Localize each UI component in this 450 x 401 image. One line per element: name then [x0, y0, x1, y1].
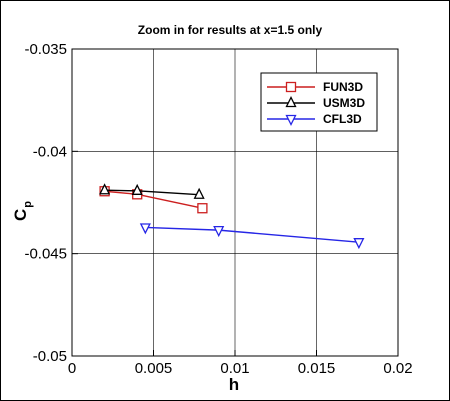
legend: FUN3D USM3D CFL3D	[260, 72, 378, 132]
y-tick-label: -0.04	[33, 143, 67, 160]
y-tick-label: -0.045	[24, 246, 67, 263]
x-tick-label: 0.005	[135, 360, 173, 377]
data-point-usm3d	[131, 183, 143, 195]
legend-box	[260, 72, 378, 132]
x-tick-label: 0.02	[383, 360, 412, 377]
y-axis-title-subscript: p	[22, 201, 34, 208]
axis-ticks: 0 0.005 0.01 0.015 0.02 -0.035 -0.04 -0.045 -0.0…	[24, 41, 412, 377]
chart-title: Zoom in for results at x=1.5 only	[138, 23, 323, 37]
x-tick-label: 0.015	[298, 360, 336, 377]
y-axis-title-group: Cp	[11, 201, 34, 221]
data-point-cfl3d	[213, 225, 225, 238]
y-tick-label: -0.035	[24, 41, 67, 58]
data-point-cfl3d	[353, 238, 365, 250]
y-axis-title: Cp	[11, 201, 34, 221]
series-line-cfl3d	[145, 226, 359, 243]
data-point-usm3d	[193, 187, 205, 199]
legend-label-usm3d: USM3D	[323, 96, 365, 110]
legend-label-fun3d: FUN3D	[323, 80, 363, 94]
data-point-usm3d	[99, 183, 111, 195]
data-point-cfl3d	[139, 223, 151, 235]
legend-entry-fun3d: FUN3D	[267, 80, 363, 94]
legend-marker-cfl3d	[285, 114, 297, 126]
series-usm3d	[99, 183, 205, 199]
y-axis-title-main: C	[11, 209, 30, 221]
x-axis-title: h	[229, 375, 239, 394]
legend-entry-usm3d: USM3D	[267, 96, 365, 110]
x-tick-label: 0	[68, 360, 76, 377]
legend-marker-usm3d	[285, 96, 297, 108]
x-tick-label: 0.01	[220, 360, 249, 377]
data-point-fun3d	[197, 203, 208, 214]
series-cfl3d	[139, 223, 365, 250]
legend-label-cfl3d: CFL3D	[323, 112, 362, 126]
legend-entry-cfl3d: CFL3D	[267, 112, 362, 126]
y-tick-label: -0.05	[33, 348, 67, 365]
legend-marker-fun3d	[285, 81, 297, 93]
series-group	[99, 183, 365, 250]
